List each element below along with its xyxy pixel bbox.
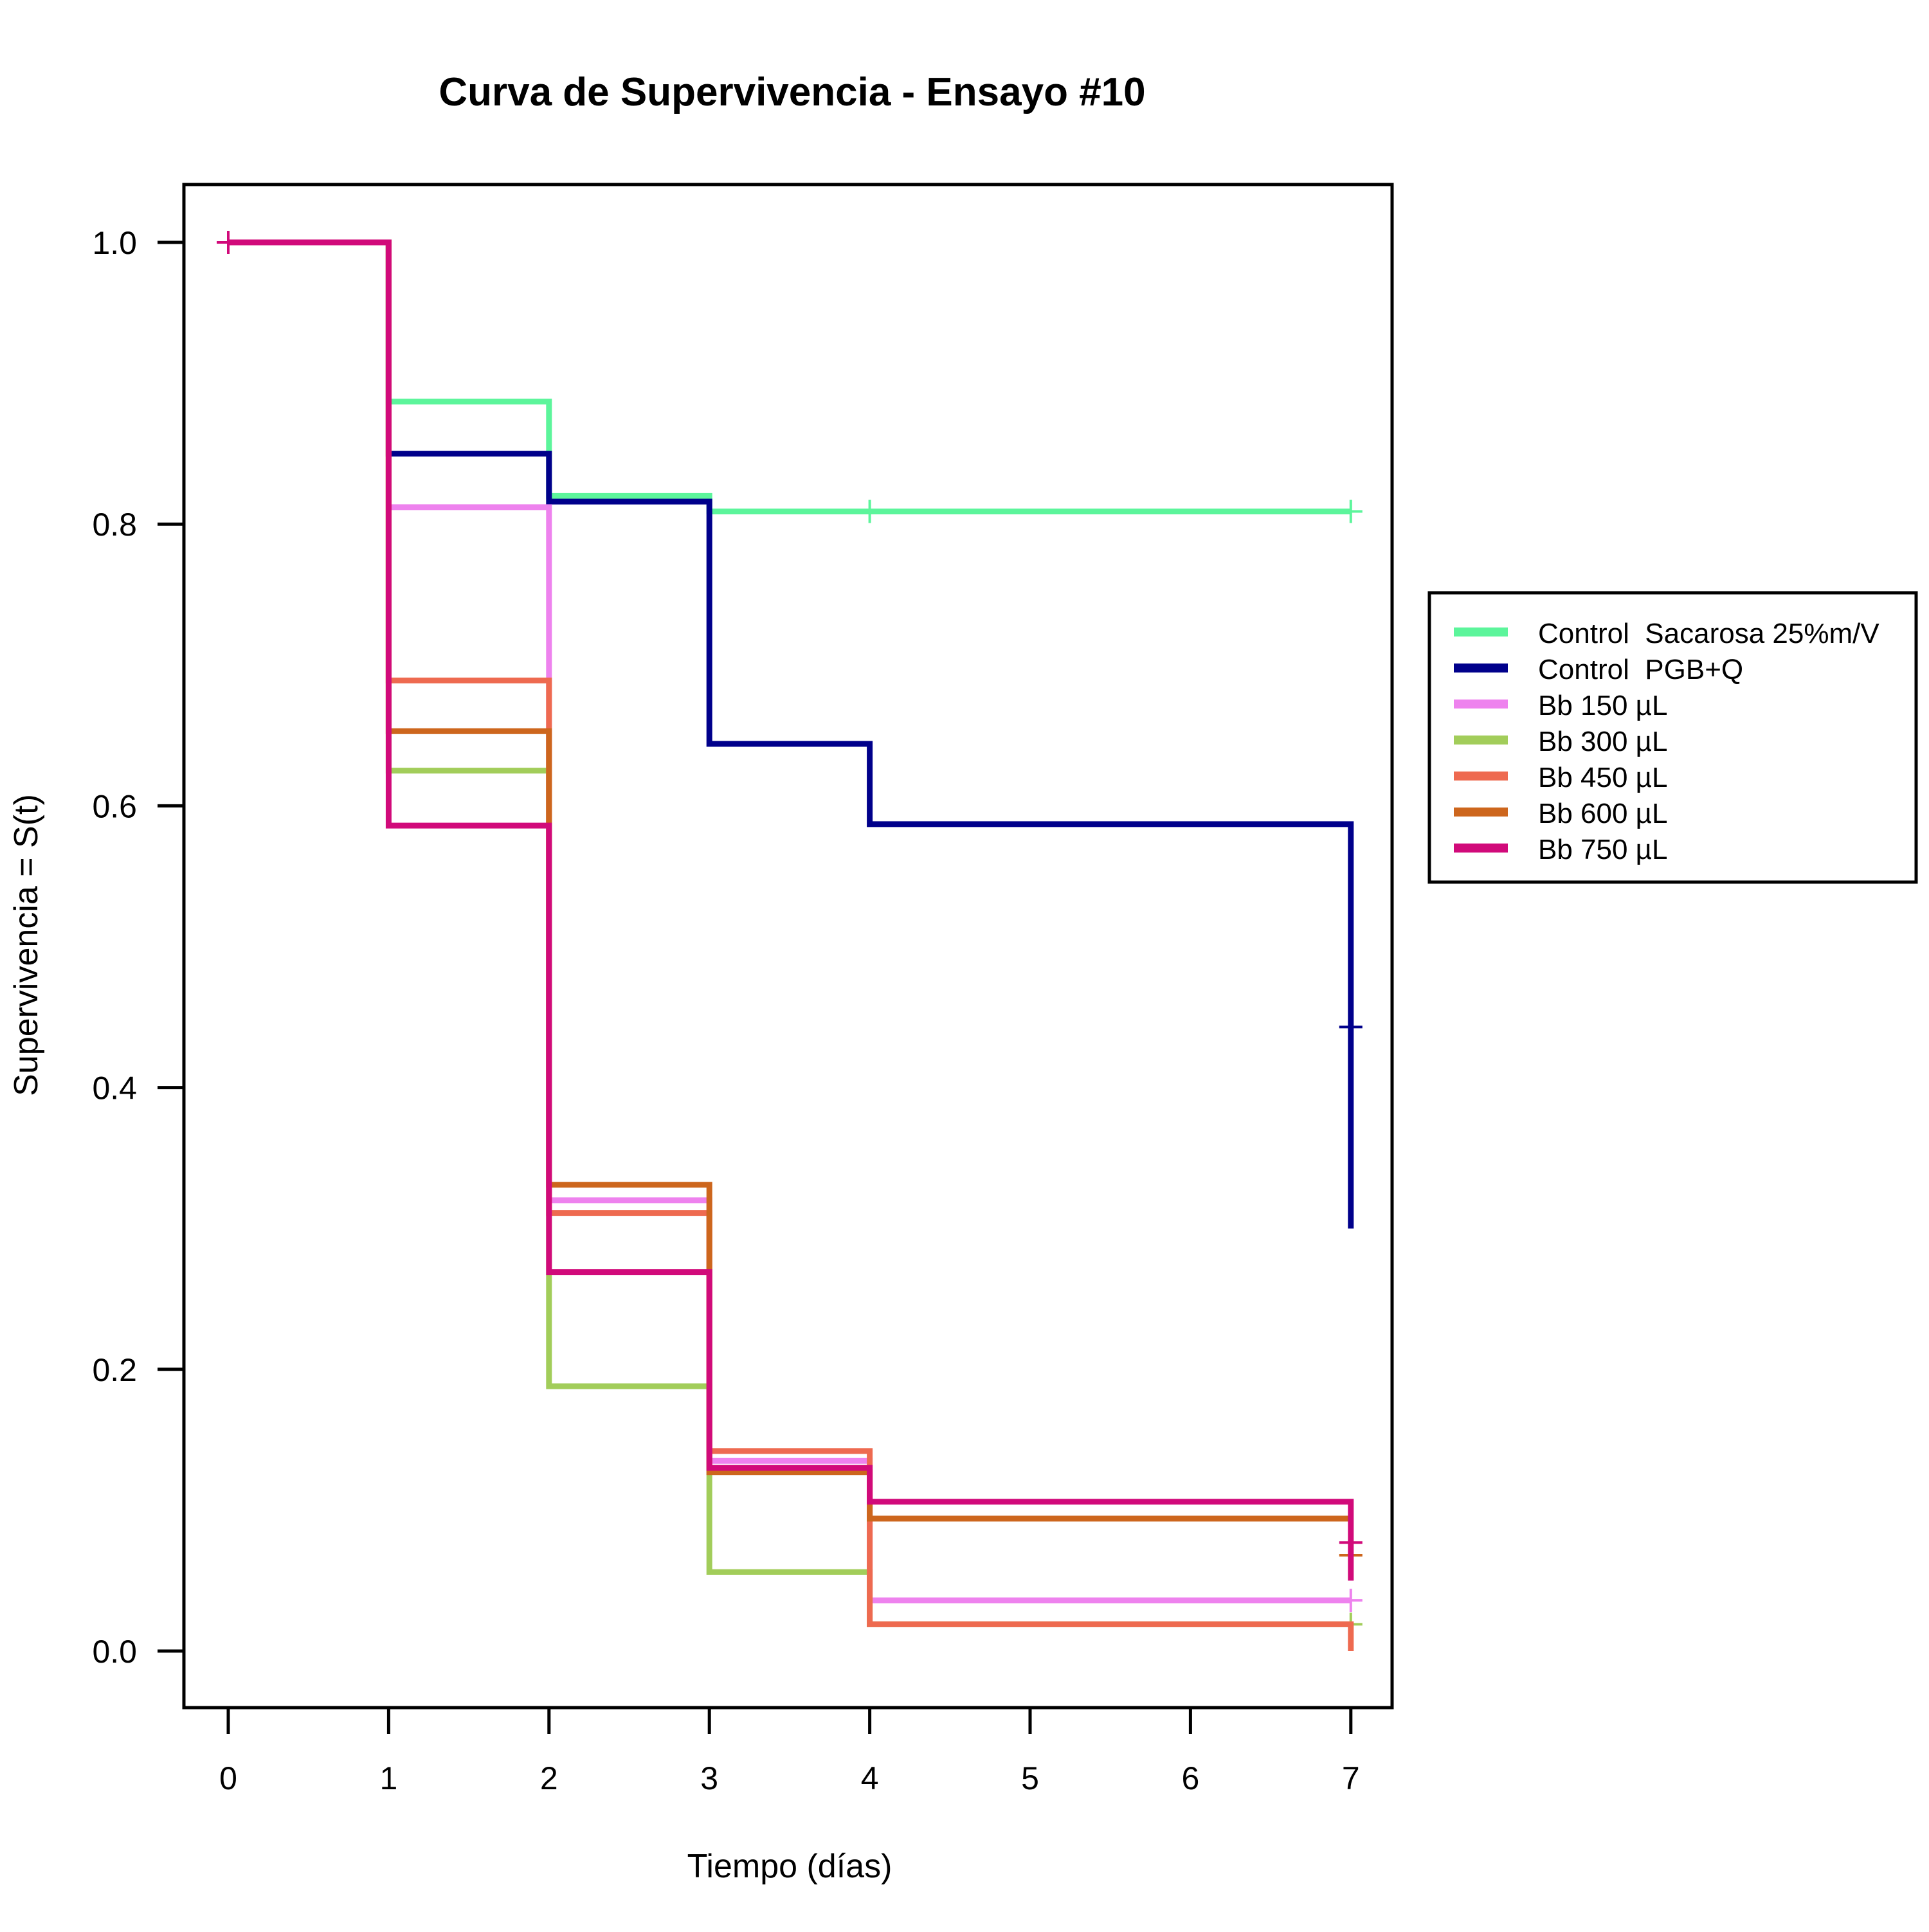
series-5 <box>228 239 1363 1567</box>
y-tick-label: 0.0 <box>92 1634 137 1670</box>
series-1 <box>228 239 1363 1229</box>
y-axis-label: Supervivencia = S(t) <box>8 794 45 1096</box>
y-tick-label: 0.4 <box>92 1070 137 1106</box>
y-tick-label: 1.0 <box>92 225 137 261</box>
plot-frame <box>182 183 1394 1710</box>
x-tick-label: 3 <box>700 1760 718 1796</box>
legend-label: Control Sacarosa 25%m/V <box>1538 618 1879 649</box>
survival-curve <box>228 239 1354 1581</box>
y-tick-label: 0.6 <box>92 788 137 824</box>
x-tick-label: 1 <box>379 1760 397 1796</box>
y-tick-label: 0.8 <box>92 507 137 543</box>
x-tick-label: 7 <box>1342 1760 1360 1796</box>
x-tick-label: 5 <box>1021 1760 1039 1796</box>
series-0 <box>228 239 1363 523</box>
series-layer <box>217 231 1363 1651</box>
survival-curve <box>228 239 1351 1522</box>
survival-curve <box>228 239 1354 1229</box>
legend-label: Control PGB+Q <box>1538 654 1743 685</box>
legend-label: Bb 600 µL <box>1538 798 1668 829</box>
x-axis: 0 1 2 3 4 5 6 7 <box>219 1706 1360 1796</box>
survival-curve <box>228 239 1351 1627</box>
y-tick-label: 0.2 <box>92 1352 137 1388</box>
legend-label: Bb 750 µL <box>1538 834 1668 865</box>
chart-title: Curva de Supervivencia - Ensayo #10 <box>439 70 1145 114</box>
x-axis-label: Tiempo (días) <box>687 1848 892 1885</box>
legend-box <box>1427 591 1918 884</box>
survival-curve <box>228 239 1351 1603</box>
x-tick-label: 4 <box>861 1760 879 1796</box>
legend-label: Bb 150 µL <box>1538 690 1668 721</box>
legend: Control Sacarosa 25%m/V Control PGB+Q Bb 1… <box>1427 591 1918 884</box>
survival-curve <box>228 239 1351 514</box>
series-2 <box>228 239 1363 1612</box>
series-6 <box>217 231 1363 1581</box>
x-tick-label: 0 <box>219 1760 237 1796</box>
x-tick-label: 2 <box>540 1760 558 1796</box>
legend-label: Bb 300 µL <box>1538 726 1668 757</box>
y-axis: 0.0 0.2 0.4 0.6 0.8 1.0 <box>92 225 186 1670</box>
x-tick-label: 6 <box>1181 1760 1199 1796</box>
legend-label: Bb 450 µL <box>1538 762 1668 793</box>
